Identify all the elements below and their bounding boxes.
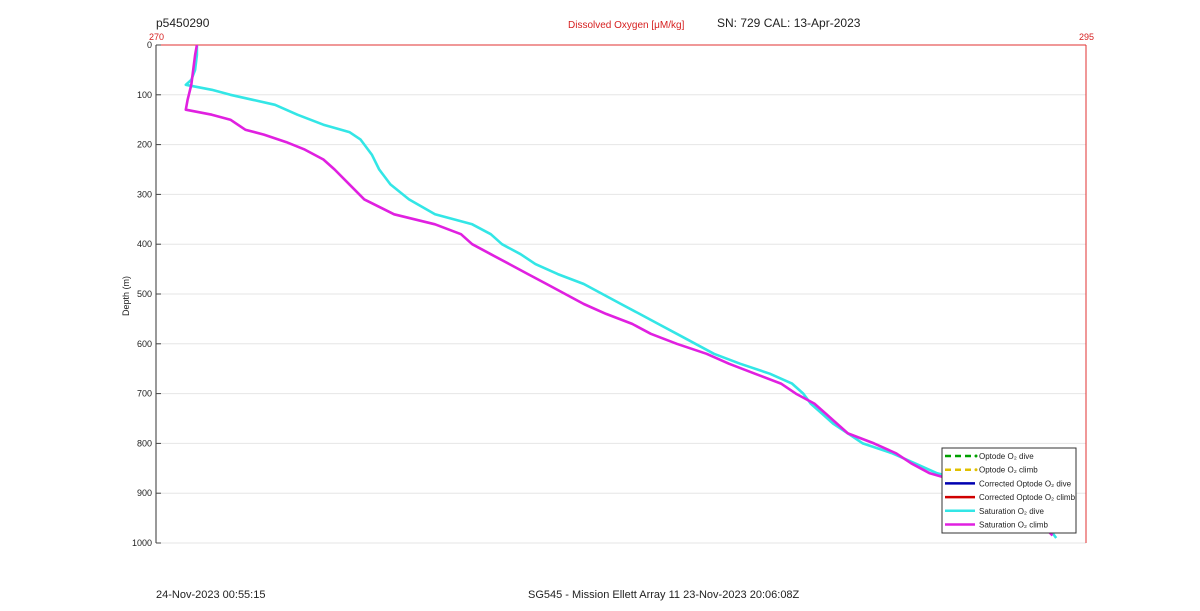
y-tick-label: 0	[147, 40, 152, 50]
legend-label: Corrected Optode O₂ climb	[979, 493, 1076, 502]
legend-label: Corrected Optode O₂ dive	[979, 479, 1072, 488]
legend-marker	[974, 468, 978, 472]
y-tick-label: 300	[137, 189, 152, 199]
x-tick-label-max: 295	[1079, 32, 1095, 42]
series-group	[184, 44, 1058, 539]
footer-mission: SG545 - Mission Ellett Array 11 23-Nov-2…	[528, 589, 800, 601]
x-tick-label-min: 270	[149, 32, 165, 42]
profile-id-label: p5450290	[156, 16, 210, 30]
series-line	[184, 45, 1058, 539]
y-tick-label: 400	[137, 239, 152, 249]
series-line	[184, 44, 1054, 537]
y-tick-label: 700	[137, 389, 152, 399]
x-axis-label: Dissolved Oxygen [μM/kg]	[568, 20, 685, 31]
legend: Optode O₂ dive Optode O₂ climb Corrected O…	[941, 447, 1077, 534]
legend-label: Saturation O₂ climb	[979, 521, 1048, 530]
y-tick-label: 1000	[132, 538, 152, 548]
legend-label: Optode O₂ climb	[979, 466, 1038, 475]
legend-box	[941, 447, 1077, 534]
legend-label: Optode O₂ dive	[979, 452, 1034, 461]
legend-marker	[974, 454, 978, 458]
y-tick-label: 100	[137, 90, 152, 100]
y-tick-label: 800	[137, 438, 152, 448]
legend-label: Saturation O₂ dive	[979, 507, 1044, 516]
footer-timestamp: 24-Nov-2023 00:55:15	[156, 589, 266, 601]
y-tick-label: 600	[137, 339, 152, 349]
y-tick-label: 900	[137, 488, 152, 498]
y-tick-label: 200	[137, 140, 152, 150]
y-ticks: 0 100 200 300 400 500 600 700 800 900 1000	[132, 40, 161, 548]
y-tick-label: 500	[137, 289, 152, 299]
serial-calibration-label: SN: 729 CAL: 13-Apr-2023	[717, 16, 861, 30]
